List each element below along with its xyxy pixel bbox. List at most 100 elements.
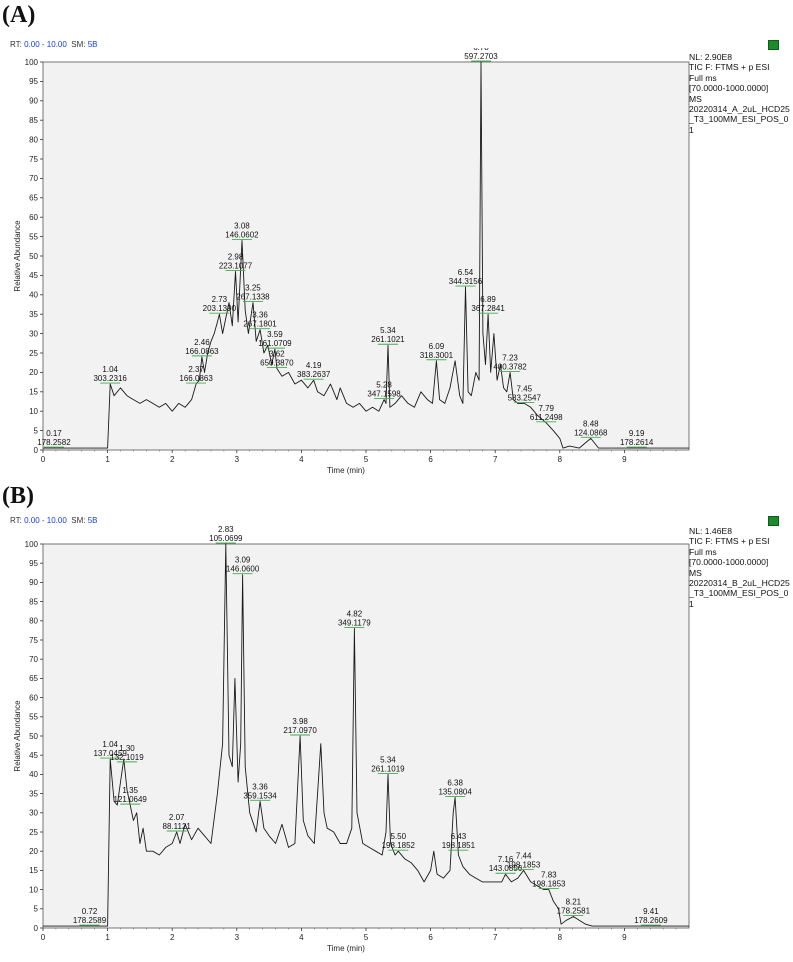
sm-value-a: 5B bbox=[87, 40, 98, 49]
peak-rt-label: 6.09 bbox=[429, 342, 445, 351]
y-tick-label: 20 bbox=[29, 847, 38, 856]
peak-mz-label: 347.1598 bbox=[367, 390, 401, 399]
peak-rt-label: 5.34 bbox=[380, 755, 396, 764]
mass-range-b: [70.0000-1000.0000] bbox=[689, 557, 769, 568]
y-tick-label: 80 bbox=[29, 135, 38, 144]
peak-mz-label: 178.2609 bbox=[634, 916, 668, 925]
peak-mz-label: 105.0699 bbox=[209, 534, 243, 543]
peak-rt-label: 0.72 bbox=[82, 907, 98, 916]
y-tick-label: 90 bbox=[29, 578, 38, 587]
peak-rt-label: 7.44 bbox=[516, 851, 532, 860]
y-tick-label: 75 bbox=[29, 636, 38, 645]
scan-info-b: NL: 1.46E8 TIC F: FTMS + p ESI Full ms [… bbox=[689, 526, 791, 609]
x-tick-label: 8 bbox=[558, 933, 563, 942]
peak-rt-label: 2.83 bbox=[218, 525, 234, 534]
peak-rt-label: 3.62 bbox=[269, 350, 285, 359]
peak-rt-label: 8.48 bbox=[583, 419, 599, 428]
file-name-b: 20220314_B_2uL_HCD25_T3_100MM_ESI_POS_01 bbox=[689, 578, 790, 609]
peak-rt-label: 7.83 bbox=[541, 871, 557, 880]
y-tick-label: 95 bbox=[29, 559, 38, 568]
checkbox-icon-b[interactable] bbox=[768, 516, 779, 526]
peak-mz-label: 178.2582 bbox=[37, 438, 71, 447]
y-tick-label: 30 bbox=[29, 329, 38, 338]
y-tick-label: 15 bbox=[29, 388, 38, 397]
rt-range-a: 0.00 - 10.00 bbox=[24, 40, 67, 49]
peak-mz-label: 344.3156 bbox=[449, 277, 483, 286]
peak-mz-label: 318.3001 bbox=[420, 351, 454, 360]
peak-rt-label: 1.04 bbox=[102, 365, 118, 374]
peak-mz-label: 223.1077 bbox=[219, 262, 253, 271]
peak-rt-label: 6.38 bbox=[447, 778, 463, 787]
y-tick-label: 75 bbox=[29, 155, 38, 164]
panel-label-b: (B) bbox=[2, 483, 34, 509]
x-tick-label: 9 bbox=[622, 933, 627, 942]
scan-type-a: Full ms bbox=[689, 72, 717, 83]
x-tick-label: 5 bbox=[364, 455, 369, 464]
checkbox-icon-a[interactable] bbox=[768, 40, 779, 50]
x-tick-label: 5 bbox=[364, 933, 369, 942]
scan-type-b: Full ms bbox=[689, 546, 717, 557]
x-tick-label: 3 bbox=[235, 455, 240, 464]
peak-rt-label: 6.43 bbox=[451, 832, 467, 841]
tic-trace-line bbox=[43, 61, 689, 449]
peak-rt-label: 7.16 bbox=[498, 855, 514, 864]
y-tick-label: 25 bbox=[29, 828, 38, 837]
y-tick-label: 50 bbox=[29, 252, 38, 261]
y-tick-label: 45 bbox=[29, 271, 38, 280]
y-tick-label: 40 bbox=[29, 770, 38, 779]
x-tick-label: 9 bbox=[622, 455, 627, 464]
peak-mz-label: 198.1852 bbox=[382, 841, 416, 850]
y-tick-label: 70 bbox=[29, 174, 38, 183]
peak-rt-label: 1.30 bbox=[119, 744, 135, 753]
peak-mz-label: 267.1338 bbox=[236, 293, 270, 302]
peak-rt-label: 1.35 bbox=[122, 786, 138, 795]
x-tick-label: 4 bbox=[299, 933, 304, 942]
x-tick-label: 0 bbox=[41, 455, 46, 464]
y-tick-label: 55 bbox=[29, 713, 38, 722]
x-tick-label: 1 bbox=[105, 933, 110, 942]
peak-mz-label: 135.0804 bbox=[438, 787, 472, 796]
file-name-a: 20220314_A_2uL_HCD25_T3_100MM_ESI_POS_01 bbox=[689, 104, 790, 135]
peak-rt-label: 3.08 bbox=[234, 221, 250, 230]
peak-mz-label: 383.2637 bbox=[297, 370, 331, 379]
peak-mz-label: 597.2703 bbox=[464, 52, 498, 61]
peak-rt-label: 9.41 bbox=[643, 907, 659, 916]
x-tick-label: 7 bbox=[493, 455, 498, 464]
peak-rt-label: 2.98 bbox=[228, 253, 244, 262]
peak-rt-label: 5.28 bbox=[376, 381, 392, 390]
peak-mz-label: 611.2498 bbox=[530, 413, 563, 422]
plot-area bbox=[42, 61, 690, 451]
peak-rt-label: 3.36 bbox=[252, 782, 268, 791]
peak-rt-label: 6.78 bbox=[473, 48, 489, 52]
peak-rt-label: 5.34 bbox=[380, 326, 396, 335]
peak-rt-label: 7.45 bbox=[516, 384, 532, 393]
sm-prefix-a: SM: bbox=[71, 40, 86, 49]
peak-rt-label: 8.21 bbox=[566, 897, 582, 906]
y-tick-label: 35 bbox=[29, 789, 38, 798]
y-tick-label: 85 bbox=[29, 116, 38, 125]
rt-range-line-b: RT: 0.00 - 10.00 SM: 5B bbox=[10, 516, 98, 525]
y-tick-label: 45 bbox=[29, 751, 38, 760]
y-tick-label: 15 bbox=[29, 866, 38, 875]
peak-mz-label: 137.0459 bbox=[93, 749, 127, 758]
y-tick-label: 25 bbox=[29, 349, 38, 358]
peak-mz-label: 198.1853 bbox=[532, 880, 566, 889]
y-tick-label: 70 bbox=[29, 655, 38, 664]
peak-rt-label: 2.37 bbox=[188, 365, 204, 374]
peak-rt-label: 1.04 bbox=[102, 740, 118, 749]
x-tick-label: 4 bbox=[299, 455, 304, 464]
y-tick-label: 80 bbox=[29, 617, 38, 626]
mass-range-a: [70.0000-1000.0000] bbox=[689, 83, 769, 94]
plot-area bbox=[42, 543, 690, 929]
peak-mz-label: 367.2841 bbox=[471, 304, 505, 313]
y-tick-label: 50 bbox=[29, 732, 38, 741]
peak-rt-label: 3.98 bbox=[292, 717, 308, 726]
y-tick-label: 60 bbox=[29, 693, 38, 702]
y-tick-label: 10 bbox=[29, 407, 38, 416]
rt-prefix-b: RT: bbox=[10, 516, 22, 525]
chromatogram-b: 0510152025303540455055606570758085909510… bbox=[13, 525, 690, 953]
peak-rt-label: 9.19 bbox=[629, 429, 645, 438]
peak-mz-label: 267.1801 bbox=[243, 320, 277, 329]
ms-level-b: MS bbox=[689, 567, 702, 578]
y-tick-label: 20 bbox=[29, 368, 38, 377]
